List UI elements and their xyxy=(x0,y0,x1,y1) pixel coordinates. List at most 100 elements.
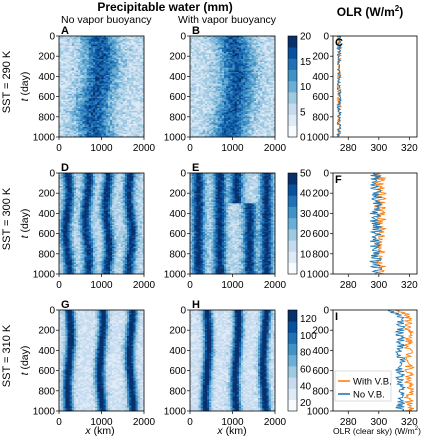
heatmap-cell xyxy=(114,82,117,84)
heatmap-cell xyxy=(93,86,96,89)
heatmap-cell xyxy=(129,41,132,44)
heatmap-cell xyxy=(127,72,130,74)
heatmap-cell xyxy=(135,41,138,44)
heatmap-cell xyxy=(114,85,117,87)
heatmap-cell xyxy=(141,74,145,77)
heatmap-cell xyxy=(114,74,117,77)
heatmap-cell xyxy=(127,48,130,51)
heatmap-cell xyxy=(67,46,70,48)
heatmap-cell xyxy=(73,38,77,41)
heatmap-cell xyxy=(124,53,128,56)
heatmap-cell xyxy=(95,37,98,40)
heatmap-cell xyxy=(90,69,94,71)
heatmap-cell xyxy=(112,74,115,77)
heatmap-cell xyxy=(133,38,136,41)
heatmap-cell xyxy=(141,90,145,93)
heatmap-cell xyxy=(101,43,104,45)
heatmap-cell xyxy=(63,53,66,56)
heatmap-cell xyxy=(59,85,62,87)
heatmap-cell xyxy=(86,60,90,63)
heatmap-cell xyxy=(78,80,81,83)
heatmap-cell xyxy=(71,77,75,80)
heatmap-cell xyxy=(88,82,92,84)
heatmap-cell xyxy=(135,44,138,47)
heatmap-cell xyxy=(99,56,102,58)
heatmap-cell xyxy=(78,48,81,51)
heatmap-cell xyxy=(112,59,115,61)
heatmap-cell xyxy=(124,54,128,57)
heatmap-cell xyxy=(129,44,132,47)
heatmap-cell xyxy=(59,70,62,73)
heatmap-cell xyxy=(76,50,79,53)
heatmap-cell xyxy=(103,79,107,82)
heatmap-cell xyxy=(88,76,92,79)
heatmap-cell xyxy=(107,61,111,64)
heatmap-cell xyxy=(95,53,98,56)
heatmap-cell xyxy=(93,61,96,64)
heatmap-cell xyxy=(99,43,102,45)
heatmap-cell xyxy=(69,38,73,41)
heatmap-cell xyxy=(127,60,130,63)
heatmap-cell xyxy=(80,77,83,80)
heatmap-cell xyxy=(118,54,121,57)
heatmap-cell xyxy=(90,85,94,87)
heatmap-cell xyxy=(103,89,107,92)
heatmap-cell xyxy=(120,74,124,77)
heatmap-cell xyxy=(95,70,98,73)
heatmap-cell xyxy=(73,51,77,54)
heatmap-cell xyxy=(59,83,62,86)
heatmap-cell xyxy=(93,63,96,66)
heatmap-cell xyxy=(110,72,113,74)
heatmap-cell xyxy=(101,72,104,74)
heatmap-cell xyxy=(107,57,111,60)
heatmap-cell xyxy=(73,63,77,66)
heatmap-cell xyxy=(82,51,85,54)
heatmap-cell xyxy=(124,59,128,61)
heatmap-cell xyxy=(65,70,68,73)
heatmap-cell xyxy=(61,90,64,93)
heatmap-cell xyxy=(127,74,130,77)
heatmap-cell xyxy=(127,85,130,87)
heatmap-cell xyxy=(122,83,126,86)
heatmap-cell xyxy=(114,92,117,95)
heatmap-cell xyxy=(129,80,132,83)
heatmap-cell xyxy=(118,86,121,89)
heatmap-cell xyxy=(78,43,81,45)
heatmap-cell xyxy=(135,38,138,41)
heatmap-cell xyxy=(80,86,83,89)
y-tick-label: 400 xyxy=(38,72,55,83)
heatmap-cell xyxy=(93,53,96,56)
heatmap-cell xyxy=(86,41,90,44)
heatmap-cell xyxy=(120,82,124,84)
heatmap-cell xyxy=(103,87,107,90)
heatmap-cell xyxy=(120,47,124,50)
heatmap-cell xyxy=(127,66,130,69)
heatmap-cell xyxy=(99,51,102,54)
heatmap-cell xyxy=(71,53,75,56)
heatmap-cell xyxy=(73,47,77,50)
heatmap-cell xyxy=(99,73,102,76)
heatmap-cell xyxy=(69,69,73,71)
heatmap-cell xyxy=(122,80,126,83)
heatmap-cell xyxy=(103,46,107,48)
heatmap-cell xyxy=(61,73,64,76)
heatmap-cell xyxy=(139,63,143,66)
heatmap-cell xyxy=(88,50,92,53)
heatmap-cell xyxy=(105,44,109,47)
heatmap-cell xyxy=(120,80,124,83)
heatmap-cell xyxy=(71,86,75,89)
heatmap-cell xyxy=(129,47,132,50)
heatmap-cell xyxy=(65,73,68,76)
heatmap-cell xyxy=(59,46,62,48)
heatmap-cell xyxy=(95,80,98,83)
heatmap-cell xyxy=(71,56,75,58)
heatmap-cell xyxy=(61,54,64,57)
heatmap-cell xyxy=(61,66,64,69)
heatmap-cell xyxy=(122,77,126,80)
heatmap-cell xyxy=(122,82,126,84)
heatmap-cell xyxy=(80,36,83,38)
heatmap-cell xyxy=(141,40,145,43)
heatmap-cell xyxy=(137,44,141,47)
heatmap-cell xyxy=(71,48,75,51)
heatmap-cell xyxy=(105,79,109,82)
